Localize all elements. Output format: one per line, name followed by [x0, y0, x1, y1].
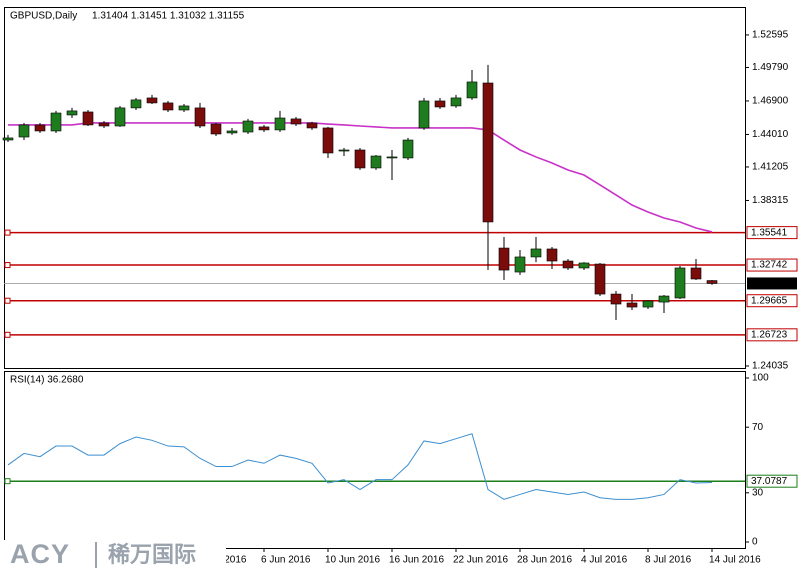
candle-body: [226, 130, 238, 134]
candle-body: [370, 155, 382, 169]
current-price-box: [747, 277, 797, 290]
watermark-separator: [95, 542, 97, 568]
x-tick-label: 4 Jul 2016: [581, 555, 628, 566]
candle-body: [514, 256, 526, 273]
candle-body: [322, 127, 334, 154]
x-tick-label: 28 Jun 2016: [517, 555, 572, 566]
level-label: 1.32742: [751, 260, 788, 271]
watermark-brand: ACY: [10, 539, 70, 569]
candle-body: [34, 124, 46, 132]
candle-body: [146, 97, 158, 104]
candle-body: [610, 293, 622, 305]
candle-body: [642, 300, 654, 308]
candle-body: [386, 156, 398, 159]
candle-body: [178, 105, 190, 111]
y-tick-label: 100: [752, 373, 769, 384]
y-tick-label: 1.41205: [752, 162, 789, 173]
candle-body: [2, 137, 14, 141]
moving-average: [8, 122, 713, 233]
level-label-box: [746, 328, 798, 342]
level-label: 1.35541: [751, 227, 788, 238]
level-label: 1.29665: [751, 295, 788, 306]
level-marker: [4, 331, 11, 338]
candle-body: [18, 124, 30, 138]
level-marker: [4, 262, 11, 269]
level-label: 1.26723: [751, 329, 788, 340]
candle-body: [690, 267, 702, 280]
candle-body: [274, 117, 286, 131]
x-tick-label: 14 Jul 2016: [709, 555, 761, 566]
candle-body: [562, 260, 574, 269]
candle-body: [98, 122, 110, 127]
price-panel: [4, 7, 746, 369]
candle-body: [530, 248, 542, 258]
candle-body: [210, 123, 222, 135]
candle-body: [418, 100, 430, 129]
candle-body: [306, 122, 318, 129]
y-tick-label: 70: [752, 422, 764, 433]
candle-body: [354, 149, 366, 169]
y-tick-label: 1.49790: [752, 62, 789, 73]
candle-body: [658, 295, 670, 303]
ohlc-text: 1.31404 1.31451 1.31032 1.31155: [92, 11, 245, 22]
candle-body: [290, 118, 302, 125]
candle-body: [594, 263, 606, 295]
level-label-box: [746, 226, 798, 240]
y-tick-label: 1.46900: [752, 96, 789, 107]
watermark-name: 稀万国际: [108, 542, 196, 567]
y-tick-label: 0: [752, 537, 758, 548]
watermark: ACY 稀万国际: [0, 539, 226, 578]
y-tick-label: 1.24035: [752, 361, 789, 372]
candle-body: [258, 126, 270, 131]
candle-body: [194, 107, 206, 127]
chart-title: GBPUSD,Daily: [10, 11, 77, 22]
candle-body: [434, 100, 446, 108]
rsi-level-marker: [4, 478, 11, 485]
candle-body: [498, 247, 510, 271]
candle-body: [50, 112, 62, 132]
x-tick-label: 22 Jun 2016: [453, 555, 508, 566]
candle-body: [626, 302, 638, 308]
rsi-level-box: [746, 474, 798, 488]
candle-body: [546, 248, 558, 262]
rsi-title: RSI(14) 36.2680: [10, 375, 84, 386]
candle-body: [706, 280, 718, 284]
candle-body: [674, 267, 686, 299]
level-label-box: [746, 258, 798, 272]
candle-body: [130, 99, 142, 109]
level-marker: [4, 297, 11, 304]
x-tick-label: 8 Jul 2016: [645, 555, 692, 566]
rsi-line: [7, 433, 713, 500]
candle-body: [162, 102, 174, 111]
candle-body: [466, 81, 478, 99]
x-tick-label: 6 Jun 2016: [261, 555, 311, 566]
y-tick-label: 1.44010: [752, 129, 789, 140]
x-tick-label: 10 Jun 2016: [325, 555, 380, 566]
watermark-background: [0, 540, 226, 578]
candle-body: [482, 82, 494, 223]
level-label-box: [746, 294, 798, 308]
current-price-label: 1.31155: [751, 278, 787, 289]
candle-body: [66, 110, 78, 116]
candle-body: [114, 107, 126, 127]
candle-body: [578, 262, 590, 269]
x-tick-label: 16 Jun 2016: [389, 555, 444, 566]
level-marker: [4, 229, 11, 236]
y-tick-label: 1.52595: [752, 30, 789, 41]
plot: 1.52595 1.49790 1.46900 1.44010 1.41205 1.383…: [2, 30, 798, 566]
y-tick-label: 30: [752, 487, 764, 498]
rsi-panel: [4, 371, 746, 549]
y-tick-label: 1.38315: [752, 195, 789, 206]
candle-body: [242, 120, 254, 133]
candle-body: [82, 111, 94, 126]
candle-body: [338, 149, 350, 152]
candle-body: [402, 139, 414, 159]
candle-body: [450, 97, 462, 107]
rsi-level-label: 37.0787: [751, 476, 788, 487]
